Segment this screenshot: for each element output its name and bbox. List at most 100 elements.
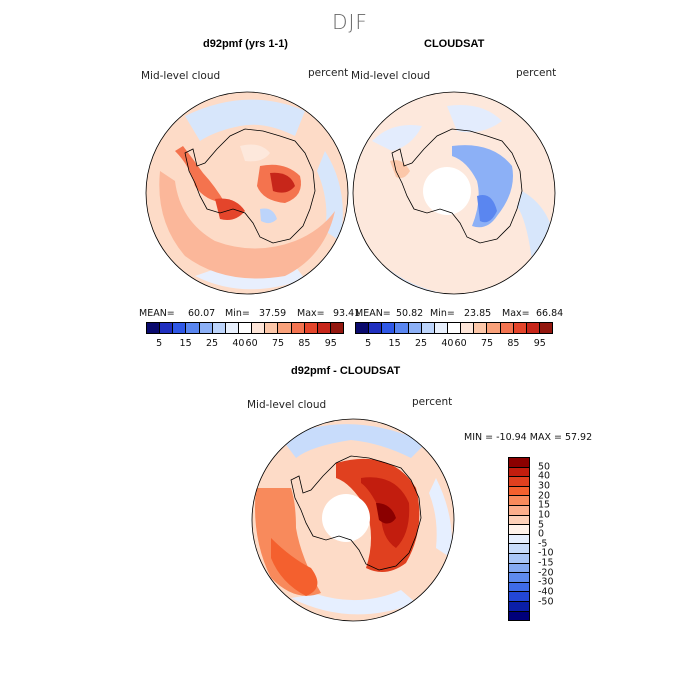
colorbar-swatch: [513, 323, 527, 333]
colorbar-swatch: [509, 563, 529, 574]
colorbar-tick-label: -20: [538, 567, 554, 579]
panel1-min-value: 37.59: [259, 308, 287, 319]
panel2-max-value: 66.84: [536, 308, 564, 319]
colorbar-tick-label: 25: [205, 338, 219, 349]
colorbar-swatch: [199, 323, 213, 333]
colorbar-tick-label: 25: [414, 338, 428, 349]
colorbar-tick-label: 75: [480, 338, 494, 349]
colorbar-swatch: [395, 323, 409, 333]
panel1-mean-label: MEAN=: [139, 308, 175, 319]
panel1-low-plateau: [240, 144, 270, 162]
colorbar-swatch: [147, 323, 161, 333]
colorbar-tick-label: 15: [388, 338, 401, 349]
diff-polar-map: [251, 418, 455, 622]
colorbar-swatch: [382, 323, 396, 333]
colorbar-swatch: [509, 467, 529, 478]
panel1-antarctica-coast: [184, 128, 316, 244]
panel2-title: CLOUDSAT: [424, 38, 485, 50]
colorbar-swatch: [330, 323, 344, 333]
panel2-antarctica-coast: [391, 128, 523, 244]
panel2-min-value: 23.85: [464, 308, 492, 319]
panel1-units: percent: [308, 67, 349, 79]
panel1-high-ross: [215, 198, 245, 220]
colorbar-swatch: [509, 544, 529, 554]
colorbar-swatch: [509, 486, 529, 497]
panel2-high-peninsula: [390, 160, 410, 179]
colorbar-swatch: [461, 323, 475, 333]
panel2-pole-hole: [423, 167, 471, 215]
colorbar-tick-label: -50: [538, 596, 554, 608]
diff-pos-southwest: [271, 538, 318, 596]
diff-minmax: MIN = -10.94 MAX = 57.92: [464, 432, 593, 443]
panel2-polar-map: [352, 91, 556, 295]
colorbar-swatch: [509, 525, 529, 535]
diff-neg-region-east: [429, 478, 452, 558]
panel2-low-region-north: [447, 105, 502, 133]
colorbar-swatch: [526, 323, 540, 333]
colorbar-swatch: [278, 323, 292, 333]
colorbar-swatch: [434, 323, 448, 333]
colorbar-swatch: [408, 323, 422, 333]
diff-colorbar: [508, 457, 530, 621]
colorbar-swatch: [265, 323, 279, 333]
panel2-mean-label: MEAN=: [355, 308, 391, 319]
colorbar-swatch: [509, 582, 529, 593]
panel2-mean-value: 50.82: [396, 308, 424, 319]
panel1-min-label: Min=: [225, 308, 250, 319]
diff-field-label: Mid-level cloud: [247, 399, 327, 411]
colorbar-tick-label: 75: [271, 338, 285, 349]
colorbar-swatch: [509, 611, 529, 621]
panel1-max-center: [270, 172, 295, 193]
colorbar-tick-label: 60: [245, 338, 258, 349]
panel2-low-east: [477, 195, 497, 223]
colorbar-swatch: [509, 553, 529, 564]
colorbar-tick-label: 30: [538, 480, 551, 492]
diff-antarctica-coast: [290, 455, 422, 571]
diff-pole-hole: [322, 494, 370, 542]
colorbar-tick-label: 20: [538, 490, 551, 502]
panel1-low-region-east: [317, 151, 343, 241]
panel2-units: percent: [516, 67, 557, 79]
colorbar-swatch: [509, 592, 529, 602]
colorbar-tick-label: 10: [538, 509, 551, 521]
colorbar-tick-label: 95: [324, 338, 337, 349]
colorbar-tick-label: 5: [365, 338, 372, 349]
colorbar-tick-label: 5: [538, 519, 545, 531]
panel1-mid-band: [159, 171, 335, 279]
panel2-field-label: Mid-level cloud: [351, 70, 431, 82]
panel1-high-west: [175, 146, 225, 203]
colorbar-tick-label: 50: [538, 461, 551, 473]
colorbar-tick-label: 60: [454, 338, 467, 349]
colorbar-swatch: [212, 323, 226, 333]
colorbar-tick-label: -5: [538, 538, 548, 550]
colorbar-swatch: [369, 323, 383, 333]
colorbar-tick-label: 5: [156, 338, 163, 349]
colorbar-tick-label: 40: [232, 338, 245, 349]
diff-neg-region-south: [291, 590, 416, 615]
colorbar-swatch: [487, 323, 501, 333]
colorbar-swatch: [160, 323, 174, 333]
diff-title: d92pmf - CLOUDSAT: [291, 365, 401, 377]
colorbar-tick-label: 15: [179, 338, 192, 349]
colorbar-tick-label: 15: [538, 499, 551, 511]
panel1-field-label: Mid-level cloud: [141, 70, 221, 82]
panel1-polar-map: [145, 91, 349, 295]
colorbar-swatch: [500, 323, 514, 333]
diff-max-core: [376, 503, 396, 524]
colorbar-tick-label: 40: [441, 338, 454, 349]
panel1-colorbar: [146, 322, 344, 334]
colorbar-swatch: [356, 323, 370, 333]
colorbar-swatch: [447, 323, 462, 333]
colorbar-tick-label: -40: [538, 586, 554, 598]
colorbar-swatch: [509, 496, 529, 506]
diff-units: percent: [412, 396, 453, 408]
colorbar-swatch: [509, 573, 529, 583]
panel1-low-region-north: [185, 99, 305, 141]
colorbar-swatch: [252, 323, 266, 333]
colorbar-swatch: [474, 323, 488, 333]
panel1-title: d92pmf (yrs 1-1): [203, 38, 288, 50]
panel2-mid-east: [452, 145, 513, 228]
colorbar-swatch: [238, 323, 253, 333]
colorbar-tick-label: 85: [507, 338, 520, 349]
colorbar-swatch: [186, 323, 200, 333]
